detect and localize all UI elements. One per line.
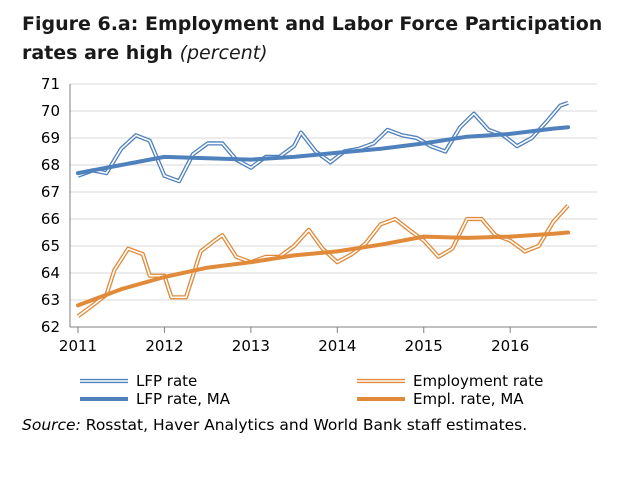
x-tick-label: 2016 (491, 337, 529, 355)
x-tick-label: 2014 (318, 337, 356, 355)
x-tick-label: 2011 (59, 337, 97, 355)
series-line-empl-rate-ma (76, 230, 571, 308)
series-lines (76, 100, 571, 318)
y-tick-label: 63 (41, 291, 60, 309)
y-tick-label: 62 (41, 318, 60, 336)
gridlines (70, 83, 597, 328)
chart-title-unit: (percent) (179, 42, 268, 64)
legend-label-employment-rate: Employment rate (413, 372, 543, 390)
x-tick-label: 2015 (405, 337, 443, 355)
axes: 62 63 64 65 66 67 68 69 70 71 2011 2012 2013 2014 2015… (41, 75, 597, 355)
series-line-lfp-rate (77, 100, 569, 184)
legend-label-lfp-rate: LFP rate (136, 372, 197, 390)
y-tick-label: 70 (41, 102, 60, 120)
source-note: Source: Rosstat, Haver Analytics and Wor… (22, 414, 542, 437)
chart-title: Figure 6.a: Employment and Labor Force P… (22, 10, 612, 68)
y-tick-label: 71 (41, 75, 60, 93)
y-tick-label: 68 (41, 156, 60, 174)
x-tick-label: 2013 (232, 337, 270, 355)
x-tick-label: 2012 (145, 337, 183, 355)
y-tick-label: 65 (41, 237, 60, 255)
series-line-lfp-rate-inner (77, 102, 569, 182)
series-line-employment-rate-inner (77, 204, 569, 317)
legend-label-empl-rate-ma: Empl. rate, MA (413, 390, 524, 408)
line-chart: 62 63 64 65 66 67 68 69 70 71 2011 2012 2013 2014 2015… (41, 75, 597, 408)
y-tick-label: 67 (41, 183, 60, 201)
y-tick-label: 64 (41, 264, 60, 282)
chart-title-text: Figure 6.a: Employment and Labor Force P… (22, 13, 603, 64)
legend-label-lfp-rate-ma: LFP rate, MA (136, 390, 231, 408)
source-label: Source: (22, 416, 81, 434)
y-tick-label: 69 (41, 129, 60, 147)
series-line-lfp-rate-ma (76, 125, 571, 176)
source-text: Rosstat, Haver Analytics and World Bank … (80, 416, 528, 434)
y-tick-label: 66 (41, 210, 60, 228)
